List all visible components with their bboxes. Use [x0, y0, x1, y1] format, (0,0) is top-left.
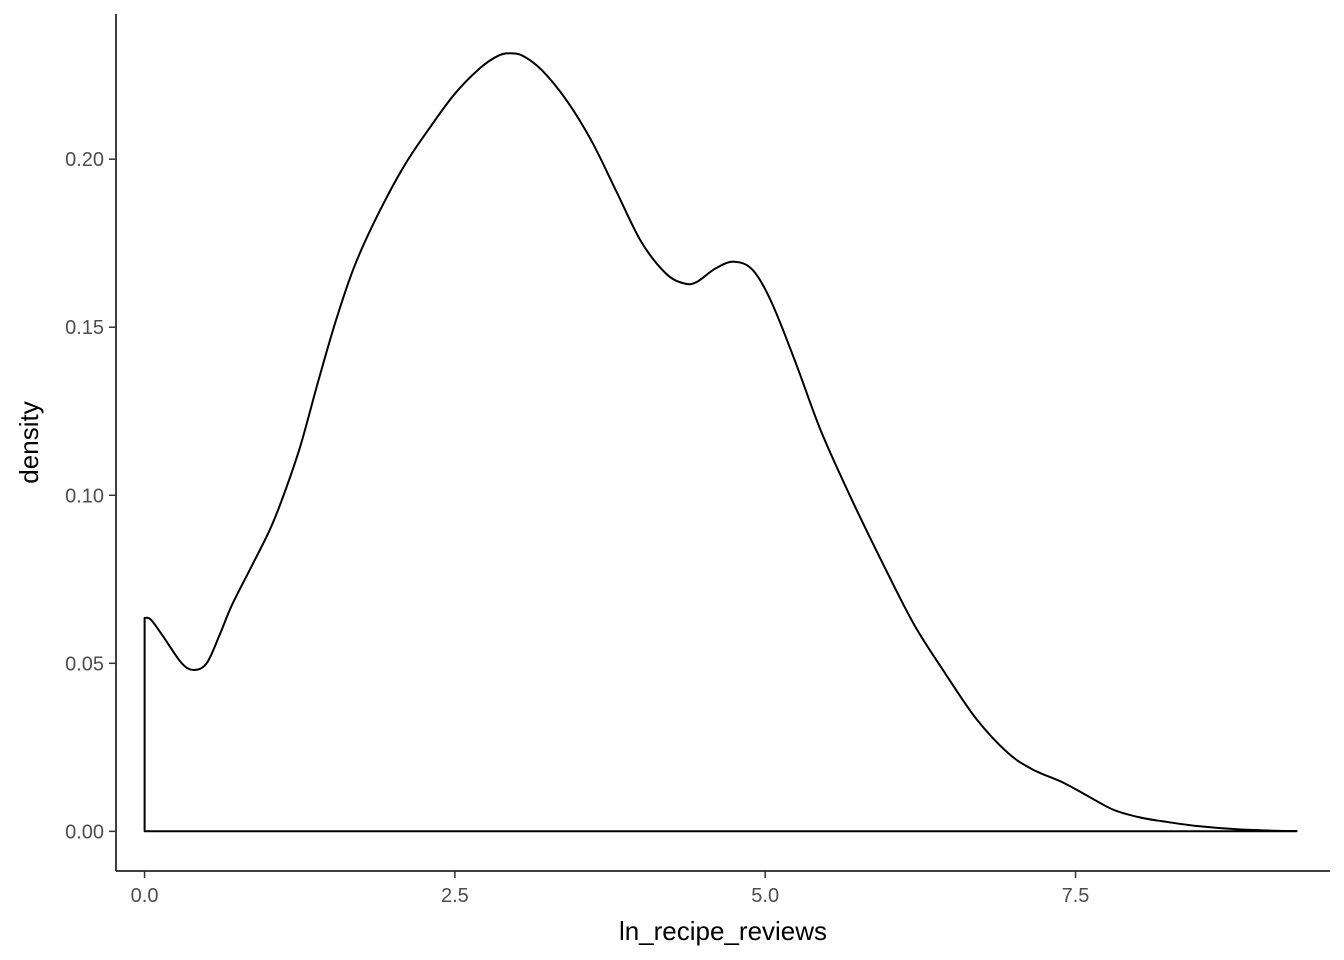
x-axis-ticks: 0.0 2.5 5.0 7.5: [131, 871, 1090, 907]
axes: 0.0 2.5 5.0 7.5 0.00 0.05 0.10 0.15 0.20: [65, 14, 1330, 907]
x-tick-label: 5.0: [751, 885, 779, 907]
x-axis-title: ln_recipe_reviews: [619, 916, 827, 946]
y-tick-label: 0.05: [65, 653, 104, 675]
x-tick-label: 7.5: [1062, 885, 1090, 907]
y-tick-label: 0.15: [65, 317, 104, 339]
y-tick-label: 0.10: [65, 485, 104, 507]
density-curve: [143, 52, 1298, 833]
y-tick-label: 0.20: [65, 149, 104, 171]
x-tick-label: 2.5: [441, 885, 469, 907]
y-axis-ticks: 0.00 0.05 0.10 0.15 0.20: [65, 149, 116, 843]
plot-area: [143, 52, 1298, 833]
y-tick-label: 0.00: [65, 821, 104, 843]
x-tick-label: 0.0: [131, 885, 159, 907]
y-axis-title: density: [14, 401, 44, 483]
